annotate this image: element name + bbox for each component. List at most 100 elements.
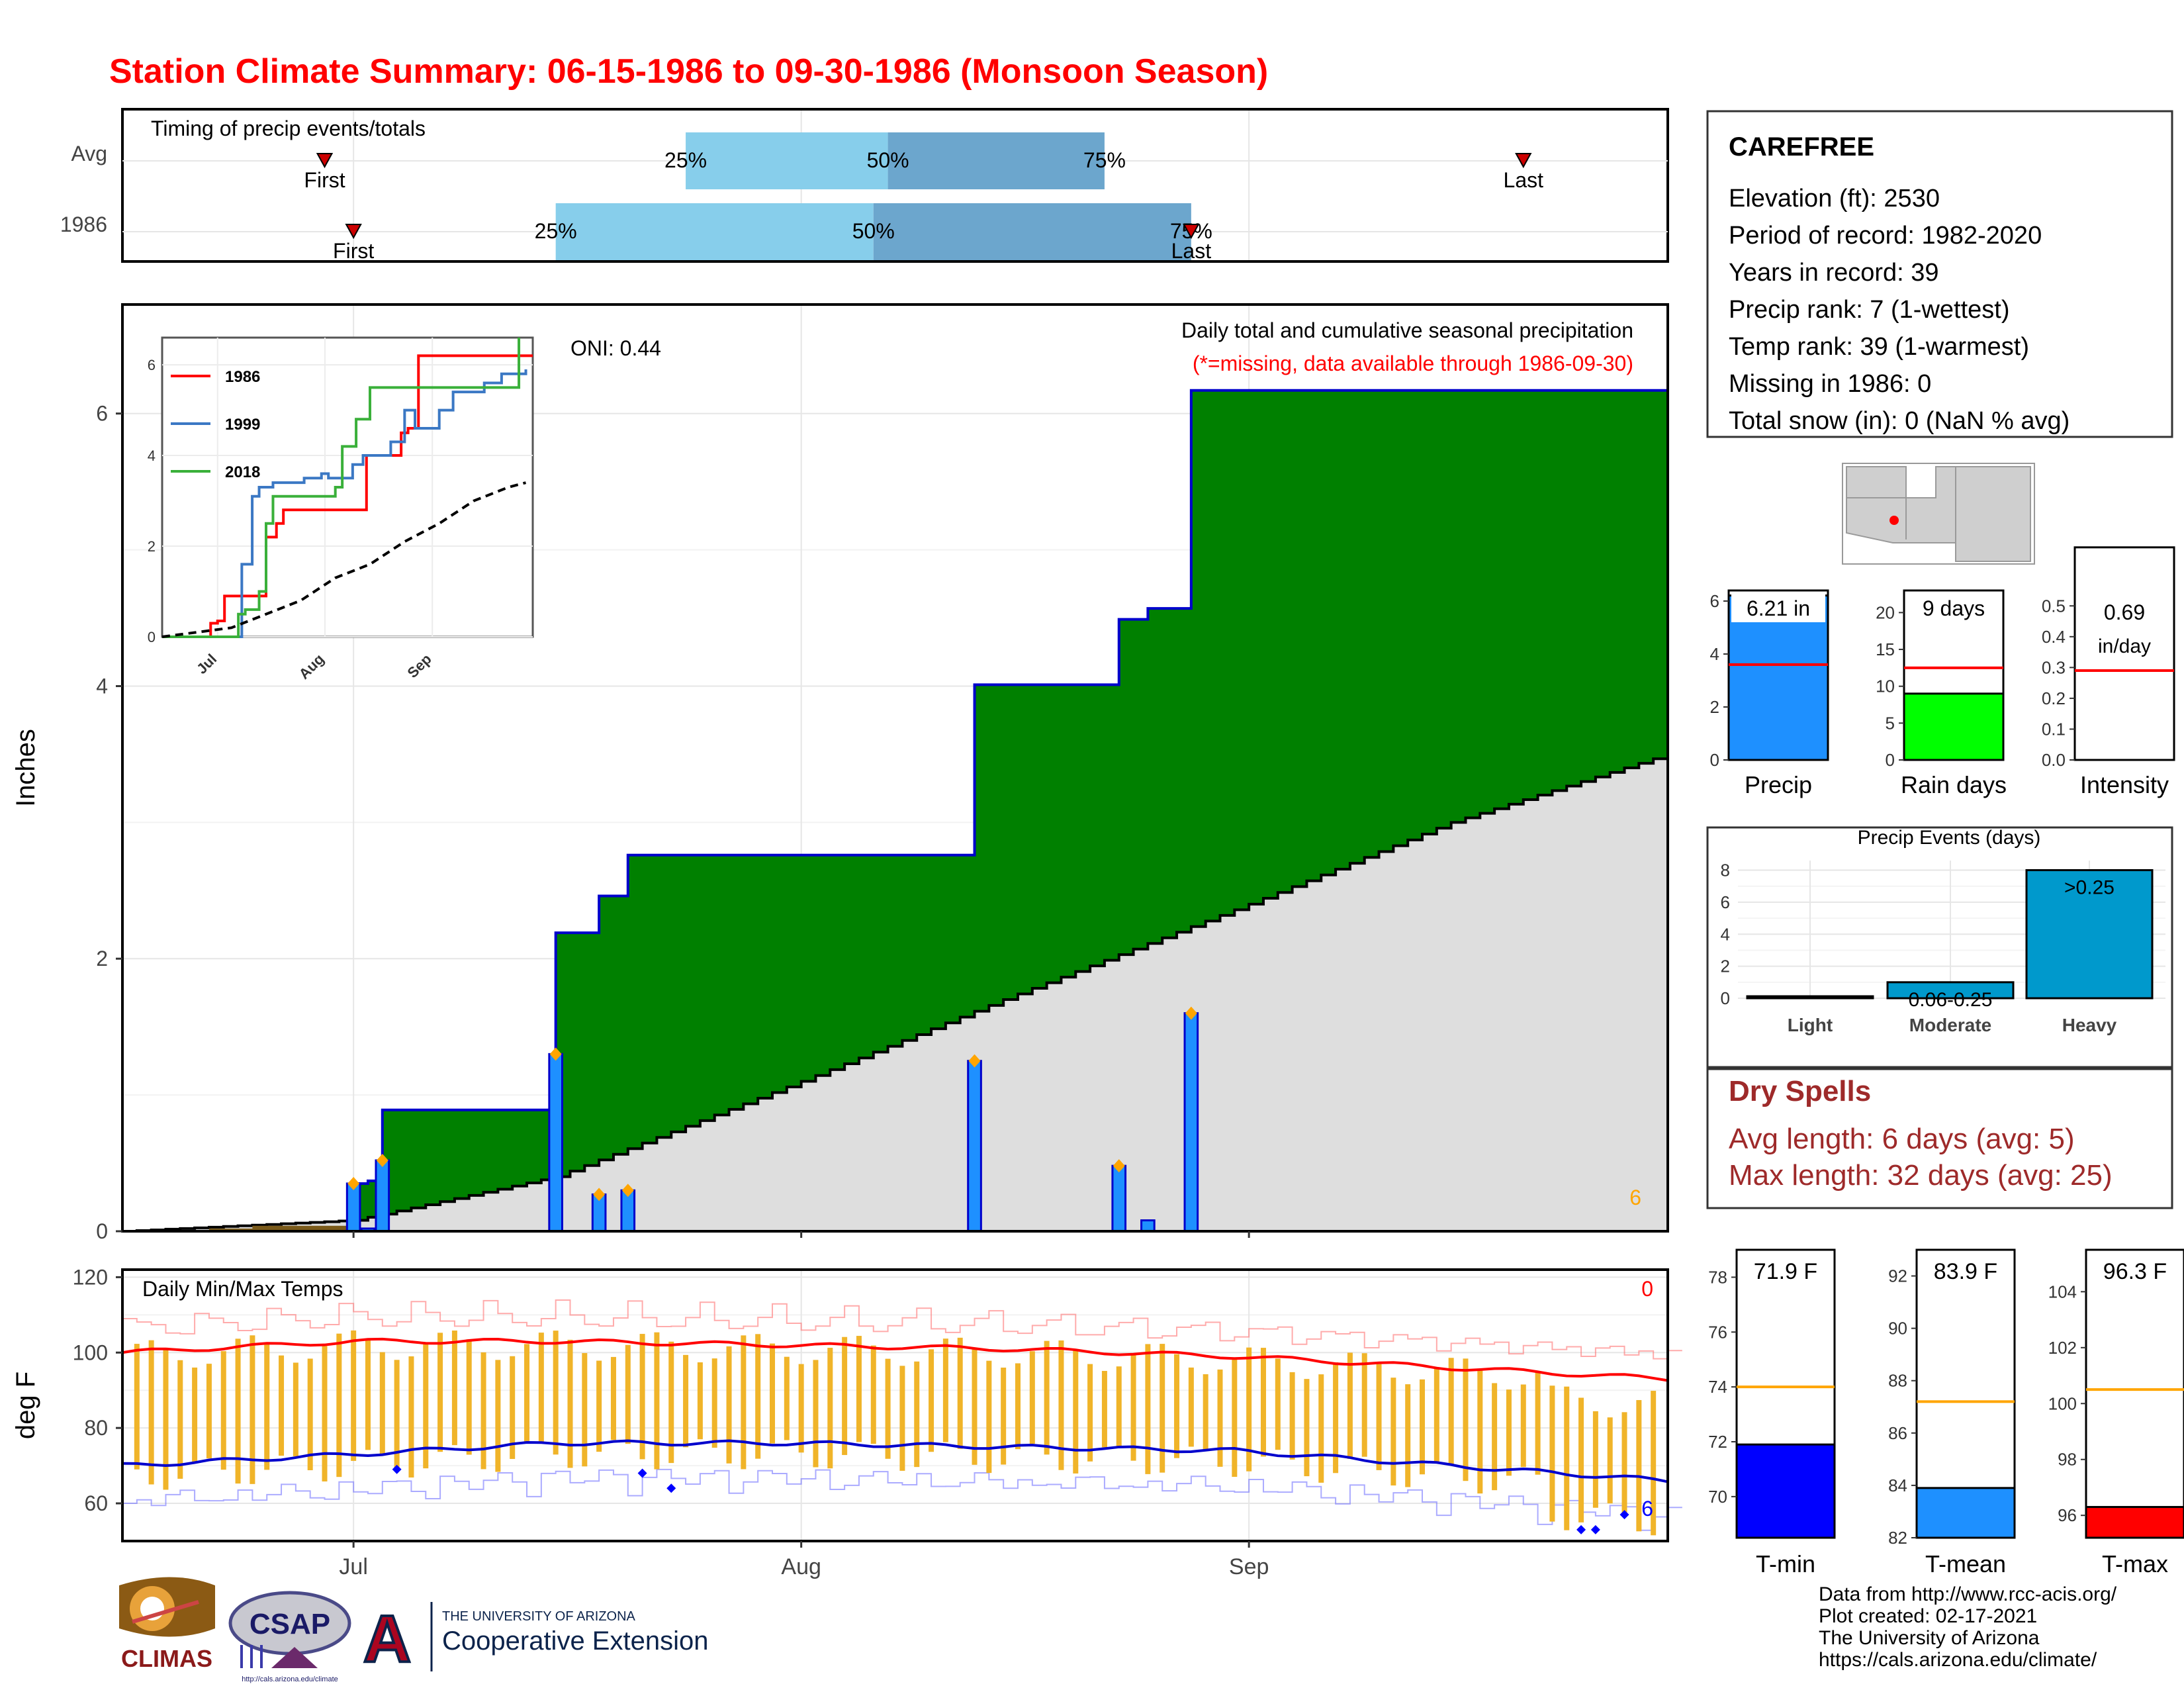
events-bar-label: Light	[1788, 1015, 1833, 1035]
daily-temp-bar	[770, 1343, 776, 1444]
record-low-marker	[392, 1464, 402, 1474]
daily-temp-bar	[1333, 1362, 1339, 1474]
daily-temp-bar	[1564, 1386, 1570, 1530]
inset-ytick-label: 0	[148, 629, 156, 645]
events-ytick: 8	[1721, 861, 1730, 880]
summary-bar-ytick: 0	[1710, 750, 1719, 770]
inset-legend-label: 2018	[225, 463, 260, 481]
ua-logo: A THE UNIVERSITY OF ARIZONA Cooperative …	[362, 1601, 709, 1677]
events-title: Precip Events (days)	[1858, 827, 2041, 849]
timing-q2-box	[873, 203, 1191, 260]
climas-logo: CLIMAS	[119, 1577, 215, 1672]
events-ytick: 2	[1721, 957, 1730, 976]
timing-p25-label: 25%	[535, 219, 577, 243]
daily-temp-bar	[798, 1364, 804, 1453]
temp-bar-fill	[2085, 1506, 2184, 1539]
daily-temp-bar	[437, 1333, 443, 1452]
locator-map	[1842, 463, 2035, 565]
heavy-event-marker	[1185, 1006, 1197, 1020]
summary-bar-label: Intensity	[2080, 771, 2169, 798]
temp-bar-t-min: 70 72 74 76 78 71.9 F T-min	[1708, 1248, 1836, 1577]
events-ytick: 6	[1721, 892, 1730, 912]
summary-bar-ytick: 5	[1886, 713, 1895, 733]
summary-bar-value-unit: in/day	[2098, 635, 2151, 657]
daily-temp-bar	[279, 1355, 285, 1456]
precip-ytick-label: 6	[96, 402, 108, 426]
daily-temp-bar	[870, 1345, 876, 1444]
daily-temp-bar	[1506, 1389, 1512, 1476]
summary-bar-ytick: 0.1	[2042, 719, 2066, 739]
credit-line: https://cals.arizona.edu/climate/	[1819, 1649, 2097, 1671]
events-bar-label: Moderate	[1909, 1015, 1991, 1035]
page-title: Station Climate Summary: 06-15-1986 to 0…	[109, 52, 1268, 91]
summary-bar-ytick: 0.2	[2042, 688, 2066, 708]
daily-precip-bar	[967, 1060, 982, 1233]
ua-line1: THE UNIVERSITY OF ARIZONA	[442, 1609, 636, 1624]
record-min-line	[122, 1468, 1682, 1531]
record-low-marker	[1619, 1510, 1629, 1520]
station-location-dot	[1889, 516, 1899, 525]
daily-temp-bar	[1376, 1364, 1382, 1470]
daily-temp-bar	[538, 1333, 544, 1442]
daily-temp-bar	[192, 1367, 198, 1463]
heavy-event-marker	[376, 1153, 388, 1167]
heavy-event-marker	[347, 1176, 360, 1190]
daily-temp-bar	[697, 1362, 703, 1440]
temp-bar-ytick: 86	[1888, 1423, 1907, 1443]
summary-bar-ytick: 6	[1710, 591, 1719, 611]
temp-bar-ytick: 70	[1708, 1487, 1727, 1507]
temp-bar-ytick: 92	[1888, 1266, 1907, 1286]
daily-temp-bar	[1463, 1358, 1469, 1481]
daily-temp-bar	[293, 1362, 298, 1457]
daily-temp-bar	[784, 1356, 790, 1440]
daily-precip-bar	[1183, 1012, 1199, 1233]
pre-season-sliver	[208, 1225, 354, 1231]
temp-bar-value: 71.9 F	[1754, 1259, 1817, 1284]
daily-temp-bar	[307, 1358, 313, 1471]
daily-temp-bar	[1145, 1344, 1151, 1474]
daily-temp-bar	[408, 1356, 414, 1478]
daily-temp-bar	[885, 1358, 891, 1459]
station-info-line: Period of record: 1982-2020	[1729, 222, 2042, 250]
daily-temp-bar	[726, 1346, 732, 1464]
inset-legend-label: 1986	[225, 368, 260, 386]
daily-precip-bar	[345, 1182, 361, 1233]
timing-last-marker	[1515, 153, 1532, 169]
timing-first-label: First	[333, 239, 374, 263]
events-bar-light	[1746, 995, 1874, 1000]
timing-label: Timing of precip events/totals	[151, 117, 426, 140]
summary-bar-fill	[1903, 692, 2005, 761]
events-ytick: 4	[1721, 924, 1730, 944]
state-shapes	[1846, 466, 2031, 562]
temp-bar-value: 96.3 F	[2103, 1259, 2167, 1284]
summary-bar-rain-days: 0 5 10 15 20 9 days Rain days	[1876, 589, 2007, 798]
daily-temp-bar	[250, 1335, 255, 1484]
summary-bar-fill	[1727, 594, 1829, 761]
timing-p50-label: 50%	[867, 148, 909, 172]
timing-q2-box	[887, 132, 1105, 189]
precip-ylabel: Inches	[11, 729, 40, 807]
temp-bar-ytick: 88	[1888, 1371, 1907, 1391]
inset-series-1999	[162, 369, 527, 638]
inset-ytick-label: 6	[148, 357, 156, 373]
summary-bar-label: Rain days	[1901, 771, 2007, 798]
daily-temp-bar	[1203, 1374, 1208, 1452]
daily-temp-bar	[1073, 1350, 1079, 1474]
temp-bar-fill	[1735, 1443, 1836, 1539]
inset-legend-label: 1999	[225, 416, 260, 434]
credit-line: Plot created: 02-17-2021	[1819, 1605, 2037, 1627]
daily-temp-bar	[1044, 1340, 1050, 1455]
temp-bar-ytick: 100	[2048, 1393, 2077, 1413]
heavy-event-marker	[968, 1054, 981, 1068]
temp-bar-label: T-max	[2102, 1550, 2168, 1577]
daily-temp-bar	[1087, 1364, 1093, 1462]
precip-missing-count: 6	[1629, 1186, 1641, 1209]
daily-temp-bar	[1275, 1358, 1281, 1450]
daily-temp-bar	[1058, 1340, 1064, 1470]
daily-temp-bar	[711, 1358, 717, 1448]
heavy-event-marker	[549, 1047, 562, 1061]
daily-temp-bar	[957, 1337, 963, 1449]
station-info-line: Temp rank: 39 (1-warmest)	[1729, 333, 2029, 361]
temp-bar-t-mean: 82 84 86 88 90 92 83.9 F T-mean	[1888, 1248, 2016, 1577]
